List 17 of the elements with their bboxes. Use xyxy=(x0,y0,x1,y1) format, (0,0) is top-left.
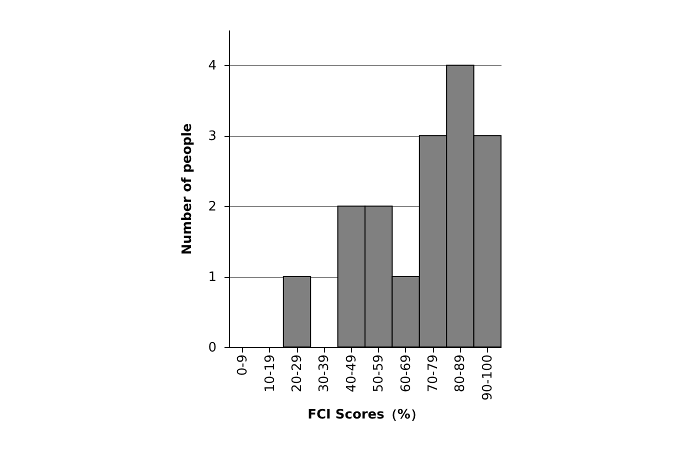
y-tick-label: 1 xyxy=(208,270,216,286)
x-tick-label: 10-19 xyxy=(262,354,278,392)
x-tick-label: 60-69 xyxy=(398,354,414,392)
y-tick-label: 2 xyxy=(208,200,216,215)
y-tick-label: 4 xyxy=(208,58,216,74)
y-tick-label: 0 xyxy=(208,340,216,356)
x-tick-label: 0-9 xyxy=(236,354,251,376)
y-axis-title: Number of people xyxy=(180,123,196,255)
x-tick-label: 80-89 xyxy=(453,354,468,392)
x-tick-label: 50-59 xyxy=(372,354,387,392)
x-tick-label: 90-100 xyxy=(480,354,496,401)
x-tick-label: 70-79 xyxy=(426,354,441,392)
x-tick-label: 30-39 xyxy=(317,354,332,392)
x-tick-label: 40-49 xyxy=(344,354,360,392)
y-tick-label: 3 xyxy=(208,129,216,144)
x-axis-title: FCI Scores（%） xyxy=(308,408,424,423)
x-tick-label: 20-29 xyxy=(290,354,305,392)
